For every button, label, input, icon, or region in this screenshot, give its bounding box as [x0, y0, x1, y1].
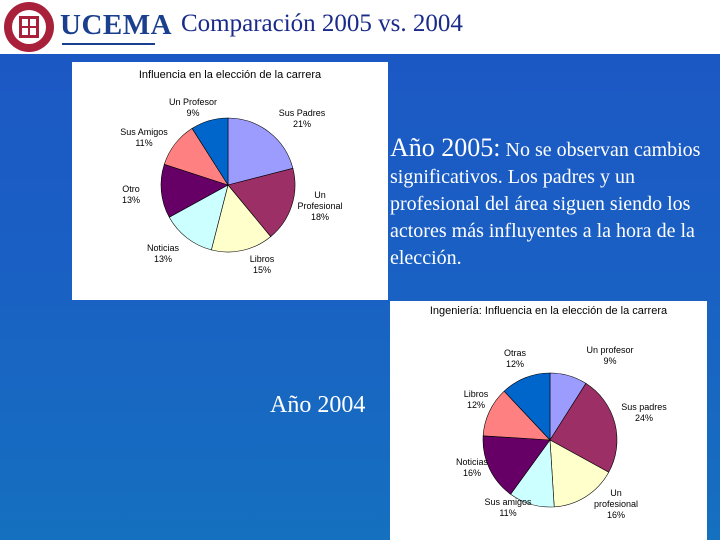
slice-label-noticias: Noticias 16% — [456, 457, 489, 478]
pie-chart-2004: Un profesor 9% Sus padres 24% Un profesional 1… — [456, 345, 667, 520]
text-block-2005: Año 2005: No se observan cambios signifi… — [390, 134, 718, 272]
chart-title-2005: Influencia en la elección de la carrera — [138, 69, 322, 81]
slice-label-sus-padres: Sus padres 24% — [621, 402, 667, 423]
pie-slice-sus-padres — [549, 383, 618, 473]
slice-label-noticias: Noticias 13% — [147, 243, 180, 264]
slice-label-un-profesor: Un Profesor 9% — [169, 97, 217, 118]
year-label-2005: Año 2005 — [390, 133, 494, 162]
slice-label-libros: Libros 15% — [250, 254, 275, 275]
logo-underline — [62, 43, 155, 45]
pie-slice-un-profesional — [549, 439, 610, 508]
header-bar: UCEMA Comparación 2005 vs. 2004 — [0, 0, 720, 54]
pie-slice-otras — [503, 372, 551, 441]
year-colon: : — [493, 133, 501, 162]
slice-label-libros: Libros 12% — [464, 389, 489, 410]
slice-label-sus-amigos: Sus Amigos 11% — [120, 127, 168, 148]
slice-label-otras: Otras 12% — [504, 348, 527, 369]
pie-slice-noticias — [482, 435, 551, 495]
pie-slice-un-profesor — [191, 117, 229, 187]
slice-label-otro: Otro 13% — [122, 184, 140, 205]
chart-panel-2004: Ingeniería: Influencia en la elección de… — [390, 301, 707, 540]
pie-slice-sus-padres — [227, 117, 294, 186]
logo-text: UCEMA — [60, 9, 173, 41]
pie-slice-otro — [160, 163, 229, 218]
slice-label-un-profesional: Un profesional 16% — [594, 488, 638, 520]
slice-label-un-profesional: Un Profesional 18% — [297, 190, 342, 222]
pie-slice-un-profesional — [227, 167, 296, 238]
slice-label-sus-amigos: Sus amigos 11% — [484, 497, 532, 518]
slide-title: Comparación 2005 vs. 2004 — [181, 10, 463, 37]
pie-slice-noticias — [168, 184, 229, 251]
university-seal-icon — [4, 2, 54, 52]
pie-chart-2005: Sus Padres 21% Un Profesional 18% Libros 15% No… — [120, 97, 342, 275]
chart-panel-2005: Influencia en la elección de la carrera … — [72, 62, 388, 300]
slice-label-un-profesor: Un profesor 9% — [586, 345, 633, 366]
text-body-2005: No se observan cambios significativos. L… — [390, 139, 701, 269]
pie-slice-libros — [210, 184, 272, 253]
slice-label-sus-padres: Sus Padres 21% — [279, 108, 326, 129]
year-label-2004: Año 2004 — [270, 392, 366, 418]
chart-title-2004: Ingeniería: Influencia en la elección de… — [429, 305, 668, 317]
